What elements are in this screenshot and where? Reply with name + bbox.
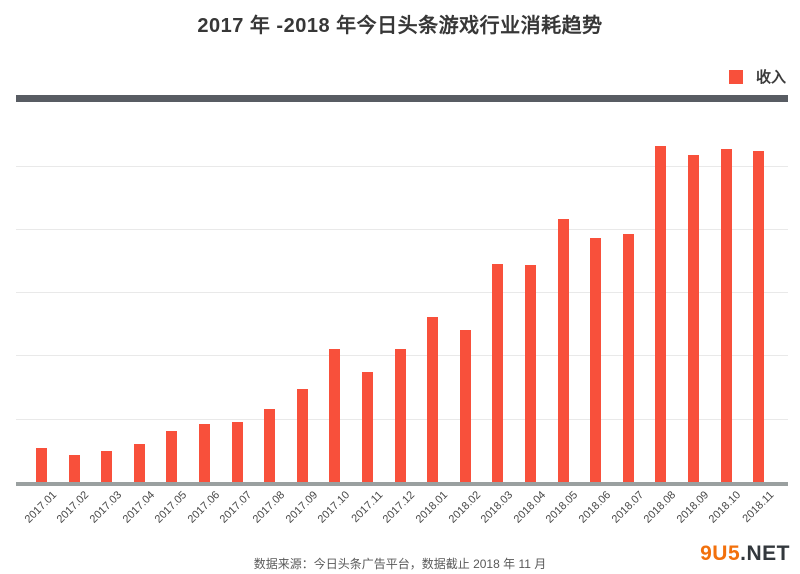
bar-2018.06	[590, 238, 602, 482]
x-axis-label: 2018.10	[706, 489, 744, 526]
site-logo: 9U5.NET	[700, 542, 790, 566]
x-axis-baseline	[16, 482, 788, 486]
top-divider-bar	[16, 95, 788, 102]
x-axis-label: 2017.03	[87, 489, 125, 526]
x-axis-label: 2017.09	[283, 489, 320, 526]
bar-2018.10	[720, 149, 732, 482]
bar-2018.11	[753, 151, 765, 482]
site-logo-prefix: 9U5	[700, 542, 741, 565]
bar-2017.10	[329, 349, 341, 482]
bar-2018.08	[655, 146, 667, 482]
site-logo-suffix: .NET	[740, 542, 790, 565]
x-axis-label: 2017.01	[22, 489, 59, 526]
legend: 收入	[728, 66, 786, 87]
bar-2017.12	[394, 349, 406, 482]
bar-2018.02	[459, 330, 471, 482]
x-axis-label: 2017.06	[185, 489, 222, 526]
x-axis-label: 2018.02	[446, 489, 483, 526]
x-axis-label: 2018.07	[609, 489, 646, 526]
x-axis-label: 2018.11	[740, 489, 777, 526]
x-axis-label: 2017.12	[380, 489, 418, 526]
x-axis-label: 2018.06	[576, 489, 614, 526]
bar-2017.05	[166, 431, 178, 482]
gridline	[16, 165, 788, 167]
bar-2018.01	[427, 317, 439, 482]
x-axis-label: 2018.09	[674, 489, 711, 526]
bar-2017.01	[36, 448, 47, 482]
x-axis-label: 2017.10	[315, 489, 353, 526]
legend-swatch-revenue	[728, 69, 743, 84]
bar-2018.03	[492, 264, 504, 482]
x-axis-label: 2017.04	[120, 489, 157, 526]
legend-label-revenue: 收入	[755, 69, 786, 86]
bar-2017.02	[68, 455, 80, 482]
x-axis-label: 2018.04	[511, 489, 548, 526]
bar-2017.11	[362, 372, 373, 482]
bar-2018.07	[622, 234, 634, 482]
bar-2018.04	[525, 265, 536, 482]
bar-2017.09	[296, 389, 308, 482]
bar-2017.03	[101, 451, 113, 482]
data-source-note: 数据来源：今日头条广告平台，数据截止 2018 年 11 月	[253, 557, 547, 571]
x-axis-label: 2018.05	[543, 489, 581, 526]
chart-title: 2017 年 -2018 年今日头条游戏行业消耗趋势	[197, 15, 603, 37]
bar-2017.07	[231, 422, 243, 482]
x-axis-label: 2017.07	[217, 489, 255, 526]
x-axis-label: 2018.08	[641, 489, 679, 526]
gridline	[16, 228, 788, 230]
x-axis-label: 2017.08	[250, 489, 288, 526]
bar-2017.06	[199, 424, 210, 482]
x-axis-label: 2017.11	[348, 489, 385, 526]
bar-2018.05	[557, 219, 569, 482]
x-axis-label: 2018.01	[413, 489, 451, 526]
gridline	[16, 292, 788, 294]
bar-2017.08	[264, 409, 276, 482]
x-axis-label: 2017.02	[54, 489, 92, 526]
bar-2017.04	[133, 444, 145, 482]
bar-2018.09	[688, 155, 699, 482]
x-axis-label: 2017.05	[152, 489, 190, 526]
x-axis-label: 2018.03	[478, 489, 516, 526]
